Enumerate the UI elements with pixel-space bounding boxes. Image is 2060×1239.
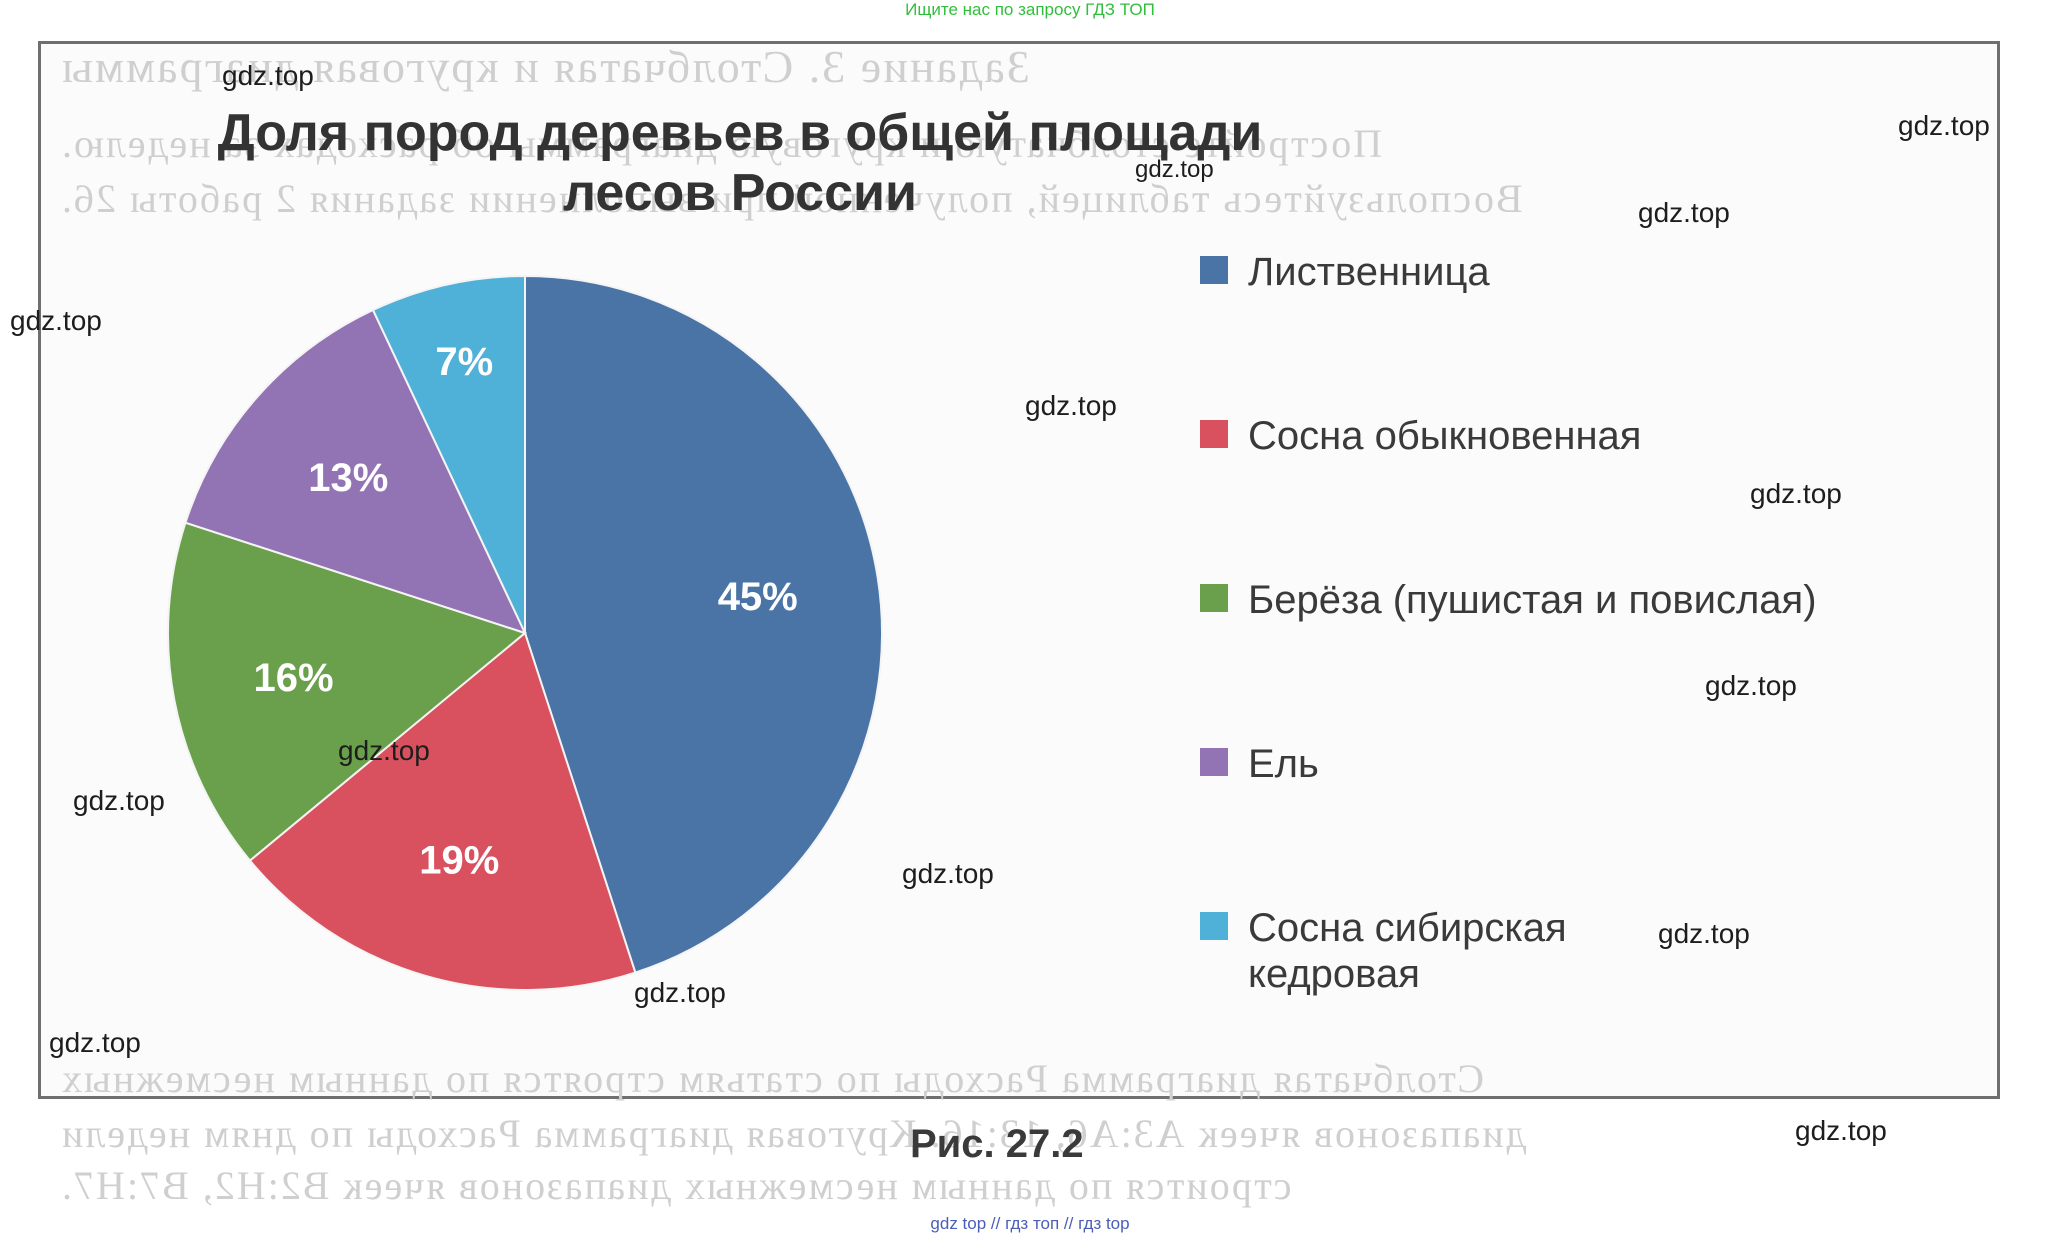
watermark-text: gdz.top: [222, 60, 314, 91]
watermark-text: gdz.top: [10, 305, 102, 336]
slice-value-label: 7%: [435, 340, 493, 384]
watermark-text: gdz.top: [73, 785, 165, 816]
bottom-site-note: gdz top // гдз топ // гдз top: [930, 1214, 1130, 1233]
watermark-text: gdz.top: [1750, 478, 1842, 509]
watermark-text: gdz.top: [1795, 1115, 1887, 1146]
watermark-text: gdz.top: [338, 735, 430, 766]
legend-label: Ель: [1248, 742, 1319, 786]
slice-value-label: 13%: [308, 456, 388, 500]
legend-swatch: [1200, 748, 1228, 776]
figure-caption: Рис. 27.2: [910, 1122, 1084, 1166]
watermark-text: gdz.top: [634, 977, 726, 1008]
watermark-text: gdz.top: [1658, 918, 1750, 949]
top-search-note: Ищите нас по запросу ГДЗ ТОП: [905, 0, 1155, 19]
pie-slice-5: [371, 274, 526, 634]
pie-slice-1: [524, 274, 883, 974]
legend-swatch: [1200, 584, 1228, 612]
watermark-text: gdz.top: [1898, 110, 1990, 141]
watermark-text: gdz.top: [1135, 156, 1214, 183]
legend-label: Лиственница: [1248, 250, 1490, 294]
slice-value-label: 45%: [718, 575, 798, 619]
pie-slices: [167, 274, 883, 991]
legend-label: Сосна сибирская: [1248, 906, 1567, 950]
pie-slice-3: [167, 521, 528, 862]
legend-label: Сосна обыкновенная: [1248, 414, 1641, 458]
legend-swatch: [1200, 420, 1228, 448]
slice-value-label: 19%: [419, 838, 499, 882]
watermark-text: gdz.top: [1705, 670, 1797, 701]
legend-label: Берёза (пушистая и повислая): [1248, 578, 1817, 622]
legend-swatch: [1200, 912, 1228, 940]
slice-value-label: 16%: [254, 656, 334, 700]
pie-slice-4: [184, 308, 527, 635]
watermark-text: gdz.top: [49, 1027, 141, 1058]
chart-title-line-1: Доля пород деревьев в общей площади: [218, 104, 1263, 162]
watermark-text: gdz.top: [1638, 197, 1730, 228]
pie-slice-2: [248, 631, 637, 991]
pie-slice-labels: 45% 19% 16% 13% 7%: [254, 340, 798, 882]
watermark-text: gdz.top: [1025, 390, 1117, 421]
chart-title-line-2: лесов России: [563, 164, 917, 222]
legend-swatch: [1200, 256, 1228, 284]
watermark-text: gdz.top: [902, 858, 994, 889]
chart-legend: Лиственница Сосна обыкновенная Берёза (пуш…: [1200, 250, 1817, 996]
legend-label: кедровая: [1248, 952, 1420, 996]
